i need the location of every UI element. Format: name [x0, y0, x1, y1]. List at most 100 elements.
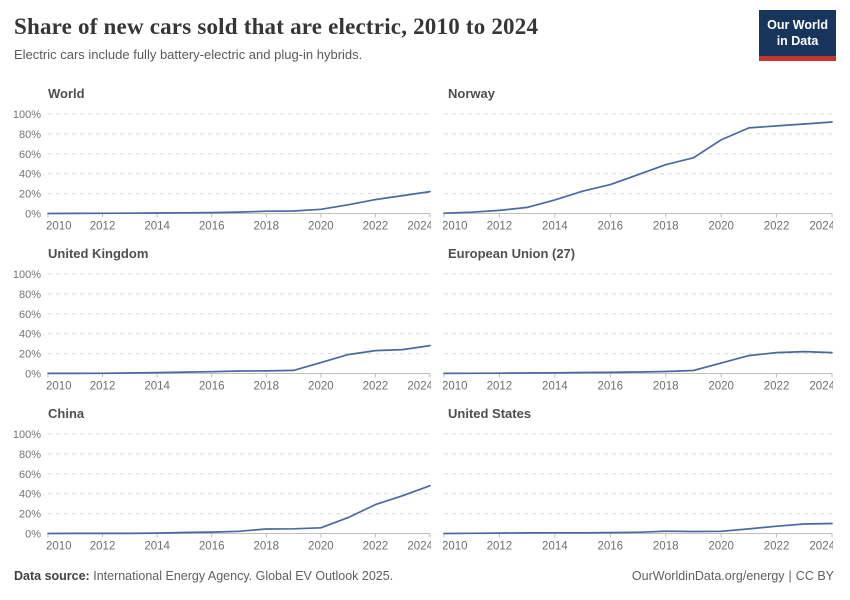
line-chart-european-union: 2010 2012 2014 2016 2018 2020 2022 2024 [443, 273, 833, 392]
page-title: Share of new cars sold that are electric… [14, 14, 539, 39]
svg-text:2018: 2018 [253, 220, 279, 232]
svg-text:2018: 2018 [253, 540, 279, 552]
svg-text:2012: 2012 [487, 540, 513, 552]
svg-text:2024: 2024 [809, 220, 833, 232]
svg-text:100%: 100% [14, 109, 41, 121]
svg-text:60%: 60% [19, 148, 41, 160]
svg-text:2014: 2014 [144, 540, 170, 552]
chart-panel-united-kingdom: United Kingdom 0% 20% 40% 60% 80% 100% 2010 201… [14, 240, 431, 400]
svg-text:2010: 2010 [46, 220, 72, 232]
page-subtitle: Electric cars include fully battery-elec… [14, 46, 363, 62]
svg-text:2014: 2014 [542, 380, 568, 392]
svg-text:80%: 80% [19, 128, 41, 140]
svg-text:2024: 2024 [407, 220, 431, 232]
svg-text:2016: 2016 [597, 380, 623, 392]
svg-text:2022: 2022 [363, 380, 389, 392]
panel-title-china: China [48, 405, 85, 421]
svg-text:2014: 2014 [542, 220, 568, 232]
line-chart-norway: 2010 2012 2014 2016 2018 2020 2022 2024 [443, 113, 833, 232]
chart-panel-world: World 0% 20% 40% 60% 80% 100% 2010 2012 2014 2016… [14, 80, 431, 240]
chart-line [47, 190, 431, 214]
license-cc-by[interactable]: CC BY [795, 568, 834, 583]
svg-text:0%: 0% [25, 208, 41, 220]
svg-text:2012: 2012 [90, 380, 116, 392]
svg-text:20%: 20% [19, 348, 41, 360]
data-source: Data source: International Energy Agency… [14, 569, 393, 583]
chart-panel-norway: Norway 2010 2012 2014 2016 2018 2020 2022 2024 [443, 80, 833, 240]
svg-text:100%: 100% [14, 269, 41, 281]
svg-text:2022: 2022 [764, 220, 790, 232]
svg-text:2018: 2018 [253, 380, 279, 392]
panel-title-world: World [48, 85, 85, 101]
line-chart-china: 0% 20% 40% 60% 80% 100% 2010 2012 2014 2016 2018 20… [14, 429, 431, 553]
svg-text:2016: 2016 [199, 220, 225, 232]
svg-text:2016: 2016 [597, 540, 623, 552]
chart-line [443, 350, 833, 374]
svg-text:2012: 2012 [90, 540, 116, 552]
owid-logo-line2: in Data [776, 34, 819, 49]
svg-text:2024: 2024 [809, 380, 833, 392]
svg-text:2022: 2022 [764, 540, 790, 552]
svg-text:2024: 2024 [407, 540, 431, 552]
svg-text:2010: 2010 [46, 380, 72, 392]
svg-text:20%: 20% [19, 508, 41, 520]
chart-line [47, 484, 431, 534]
svg-text:2020: 2020 [308, 220, 334, 232]
chart-footer: Data source: International Energy Agency… [14, 569, 836, 583]
footer-link[interactable]: OurWorldinData.org/energy [631, 568, 785, 583]
svg-text:2012: 2012 [90, 220, 116, 232]
data-source-label: Data source: [14, 568, 90, 583]
svg-text:40%: 40% [19, 488, 41, 500]
chart-line [47, 344, 431, 374]
svg-text:2020: 2020 [708, 380, 734, 392]
svg-text:2012: 2012 [487, 220, 513, 232]
svg-text:2016: 2016 [199, 540, 225, 552]
charts-grid: World 0% 20% 40% 60% 80% 100% 2010 2012 2014 2016… [14, 80, 836, 560]
svg-text:2010: 2010 [443, 380, 468, 392]
svg-text:2022: 2022 [764, 380, 790, 392]
svg-text:80%: 80% [19, 288, 41, 300]
svg-text:2020: 2020 [308, 540, 334, 552]
chart-header: Share of new cars sold that are electric… [14, 0, 836, 62]
chart-line [443, 120, 833, 214]
svg-text:2018: 2018 [653, 540, 679, 552]
svg-text:2020: 2020 [708, 540, 734, 552]
owid-logo[interactable]: Our World in Data [759, 10, 836, 61]
line-chart-united-states: 2010 2012 2014 2016 2018 2020 2022 2024 [443, 433, 833, 552]
svg-text:60%: 60% [19, 308, 41, 320]
svg-text:2022: 2022 [363, 220, 389, 232]
svg-text:2010: 2010 [443, 220, 468, 232]
footer-separator: | [788, 568, 792, 583]
svg-text:2018: 2018 [653, 220, 679, 232]
chart-panel-china: China 0% 20% 40% 60% 80% 100% 2010 2012 2014 2016… [14, 400, 431, 560]
svg-text:2018: 2018 [653, 380, 679, 392]
svg-text:80%: 80% [19, 448, 41, 460]
svg-text:2010: 2010 [443, 540, 468, 552]
svg-text:20%: 20% [19, 188, 41, 200]
panel-title-european-union: European Union (27) [448, 245, 576, 261]
line-chart-united-kingdom: 0% 20% 40% 60% 80% 100% 2010 2012 2014 2016 2018 20… [14, 269, 431, 393]
chart-panel-european-union: European Union (27) 2010 2012 2014 2016 2018… [443, 240, 833, 400]
panel-title-united-states: United States [448, 405, 532, 421]
svg-text:2024: 2024 [407, 380, 431, 392]
owid-logo-line1: Our World [767, 18, 828, 32]
line-chart-world: 0% 20% 40% 60% 80% 100% 2010 2012 2014 2016 2018 20… [14, 109, 431, 233]
svg-text:2012: 2012 [487, 380, 513, 392]
svg-text:2016: 2016 [199, 380, 225, 392]
svg-text:2022: 2022 [363, 540, 389, 552]
panel-title-norway: Norway [448, 85, 495, 101]
svg-text:40%: 40% [19, 168, 41, 180]
svg-text:2020: 2020 [708, 220, 734, 232]
chart-panel-united-states: United States 2010 2012 2014 2016 2018 2020 20… [443, 400, 833, 560]
svg-text:2014: 2014 [542, 540, 568, 552]
svg-text:2010: 2010 [46, 540, 72, 552]
footer-right: OurWorldinData.org/energy | CC BY [630, 569, 836, 583]
svg-text:2024: 2024 [809, 540, 833, 552]
panel-title-united-kingdom: United Kingdom [48, 245, 149, 261]
svg-text:2016: 2016 [597, 220, 623, 232]
svg-text:40%: 40% [19, 328, 41, 340]
data-source-text: International Energy Agency. Global EV O… [93, 568, 394, 583]
svg-text:100%: 100% [14, 429, 41, 441]
svg-text:2020: 2020 [308, 380, 334, 392]
